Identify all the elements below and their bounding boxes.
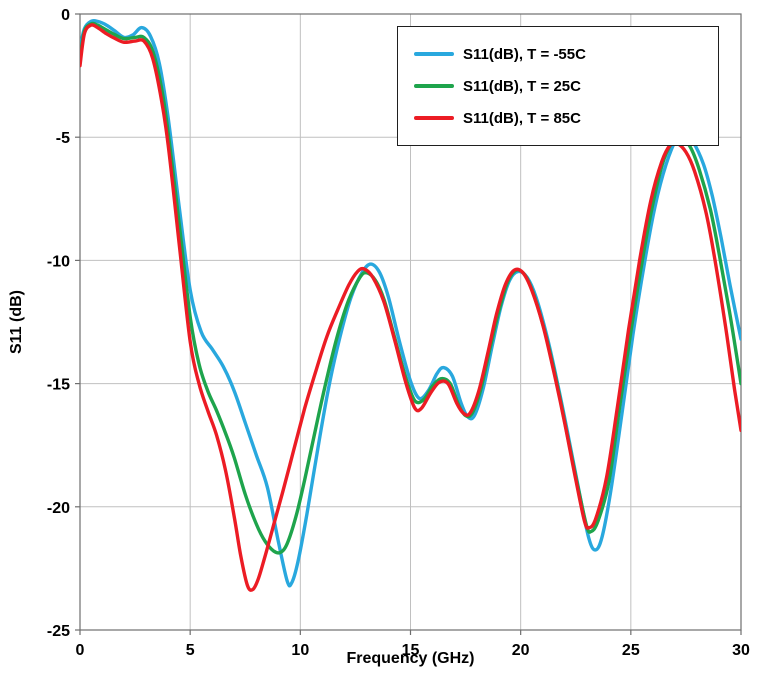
legend-line-sample (414, 52, 454, 56)
y-tick-label: -25 (47, 623, 70, 640)
series-line-2 (80, 23, 741, 592)
legend-item-2: S11(dB), T = 85C (414, 103, 718, 133)
x-tick-label: 30 (732, 642, 750, 659)
legend-label: S11(dB), T = 25C (463, 77, 581, 95)
x-tick-label: 25 (622, 642, 640, 659)
y-tick-label: -10 (47, 253, 70, 270)
x-tick-label: 20 (512, 642, 530, 659)
y-tick-label: 0 (61, 7, 70, 24)
x-tick-label: 0 (76, 642, 85, 659)
y-tick-label: -15 (47, 377, 70, 394)
x-tick-label: 5 (186, 642, 195, 659)
legend-label: S11(dB), T = -55C (463, 45, 586, 63)
legend-line-sample (414, 84, 454, 88)
x-tick-label: 15 (402, 642, 420, 659)
y-axis-title: S11 (dB) (8, 290, 25, 355)
y-tick-label: -5 (56, 130, 70, 147)
y-tick-label: -20 (47, 500, 70, 517)
legend-line-sample (414, 116, 454, 120)
legend-item-1: S11(dB), T = 25C (414, 71, 718, 101)
legend-label: S11(dB), T = 85C (463, 109, 581, 127)
legend: S11(dB), T = -55C S11(dB), T = 25C S11(dB)… (397, 26, 719, 146)
legend-item-0: S11(dB), T = -55C (414, 39, 718, 69)
x-axis-title: Frequency (GHz) (346, 650, 475, 667)
x-tick-label: 10 (291, 642, 309, 659)
series-line-0 (80, 19, 741, 588)
